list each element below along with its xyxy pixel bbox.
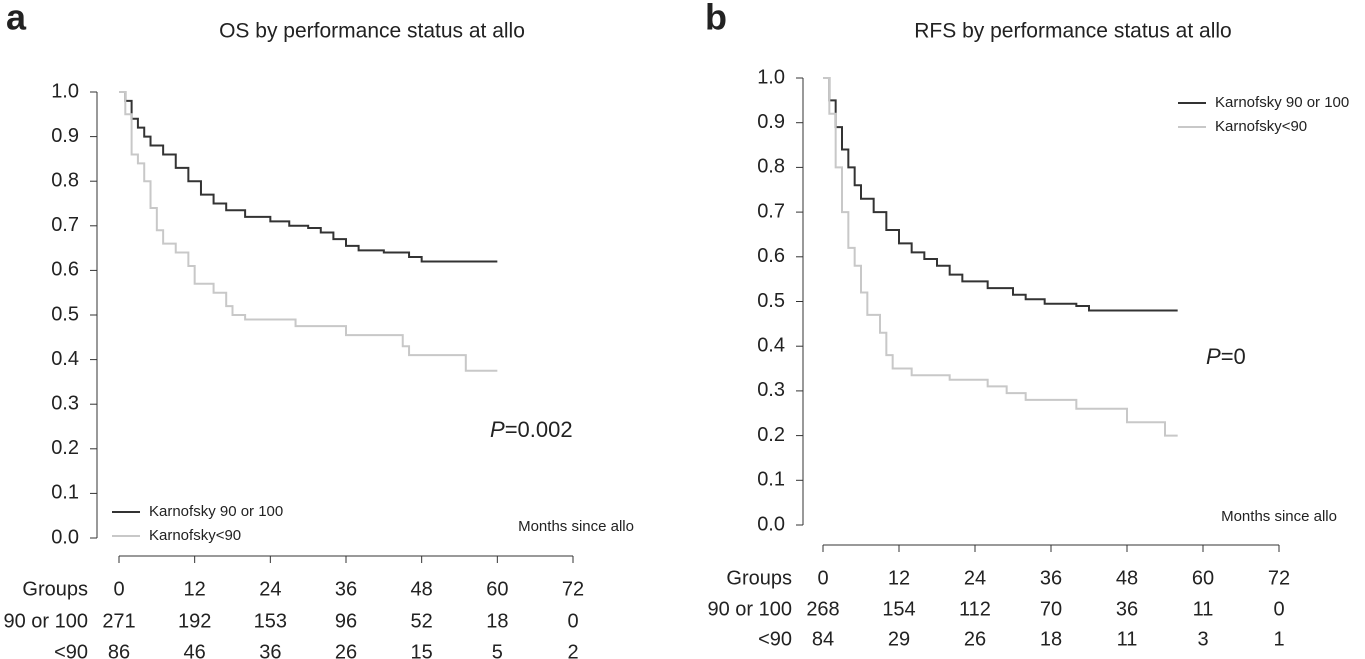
risk-count: 26 bbox=[964, 628, 986, 650]
legend-label: Karnofsky 90 or 100 bbox=[1215, 94, 1349, 111]
y-tick-label: 0.2 bbox=[757, 424, 785, 446]
p-symbol: P bbox=[1206, 344, 1221, 369]
y-tick-label: 0.5 bbox=[51, 303, 79, 325]
y-tick-label: 0.9 bbox=[51, 125, 79, 147]
risk-count: 192 bbox=[178, 610, 211, 632]
chart-title: RFS by performance status at allo bbox=[914, 20, 1231, 43]
x-tick-label: 12 bbox=[888, 567, 910, 589]
risk-count: 112 bbox=[959, 598, 991, 620]
y-tick-label: 0.1 bbox=[51, 482, 79, 504]
p-text: =0 bbox=[1221, 344, 1246, 369]
y-tick-label: 0.7 bbox=[757, 200, 785, 222]
survival-curve bbox=[823, 77, 1178, 437]
x-tick-label: 24 bbox=[259, 578, 281, 600]
y-tick-label: 0.8 bbox=[757, 156, 785, 178]
y-tick-label: 0.2 bbox=[51, 437, 79, 459]
y-tick-label: 0.3 bbox=[51, 392, 79, 414]
x-tick-label: 60 bbox=[486, 578, 508, 600]
y-tick-label: 0.6 bbox=[757, 245, 785, 267]
x-tick-label: 24 bbox=[964, 567, 986, 589]
risk-count: 36 bbox=[259, 641, 281, 659]
risk-count: 3 bbox=[1197, 628, 1208, 650]
risk-count: 268 bbox=[806, 598, 839, 620]
chart-title: OS by performance status at allo bbox=[219, 20, 525, 43]
panel-letter: b bbox=[705, 0, 727, 38]
y-tick-label: 0.9 bbox=[757, 111, 785, 133]
p-value: P=0.002 bbox=[490, 417, 573, 442]
y-tick-label: 0.4 bbox=[51, 348, 79, 370]
x-tick-label: 0 bbox=[817, 567, 828, 589]
risk-count: 86 bbox=[108, 641, 130, 659]
x-tick-label: 0 bbox=[113, 578, 124, 600]
y-tick-label: 0.7 bbox=[51, 214, 79, 236]
survival-curve bbox=[119, 91, 498, 372]
risk-count: 11 bbox=[1117, 628, 1138, 650]
y-tick-label: 0.8 bbox=[51, 169, 79, 191]
risk-count: 46 bbox=[184, 641, 206, 659]
x-tick-label: 48 bbox=[411, 578, 433, 600]
x-tick-label: 36 bbox=[335, 578, 357, 600]
risk-row-name: <90 bbox=[54, 641, 88, 659]
x-tick-label: 12 bbox=[184, 578, 206, 600]
y-tick-label: 0.0 bbox=[51, 526, 79, 548]
risk-count: 271 bbox=[102, 610, 135, 632]
risk-count: 2 bbox=[567, 641, 578, 659]
y-tick-label: 0.5 bbox=[757, 290, 785, 312]
x-tick-label: 36 bbox=[1040, 567, 1062, 589]
p-symbol: P bbox=[490, 417, 505, 442]
risk-count: 15 bbox=[411, 641, 433, 659]
p-text: =0.002 bbox=[505, 417, 573, 442]
y-tick-label: 0.4 bbox=[757, 334, 785, 356]
risk-count: 18 bbox=[486, 610, 508, 632]
risk-table-label: Groups bbox=[22, 578, 88, 600]
risk-count: 11 bbox=[1193, 598, 1214, 620]
risk-row-name: 90 or 100 bbox=[3, 610, 88, 632]
risk-count: 1 bbox=[1273, 628, 1284, 650]
x-tick-label: 48 bbox=[1116, 567, 1138, 589]
x-tick-label: 72 bbox=[562, 578, 584, 600]
risk-count: 70 bbox=[1040, 598, 1062, 620]
legend-label: Karnofsky<90 bbox=[1215, 118, 1307, 135]
y-tick-label: 0.3 bbox=[757, 379, 785, 401]
y-tick-label: 0.6 bbox=[51, 259, 79, 281]
risk-count: 84 bbox=[812, 628, 834, 650]
panel-letter: a bbox=[6, 0, 27, 38]
y-tick-label: 0.1 bbox=[757, 469, 785, 491]
risk-count: 52 bbox=[411, 610, 433, 632]
y-tick-label: 1.0 bbox=[757, 66, 785, 88]
risk-table-label: Groups bbox=[726, 567, 792, 589]
risk-count: 154 bbox=[882, 598, 915, 620]
risk-count: 0 bbox=[567, 610, 578, 632]
risk-count: 0 bbox=[1273, 598, 1284, 620]
risk-count: 18 bbox=[1040, 628, 1062, 650]
legend-label: Karnofsky<90 bbox=[149, 527, 241, 544]
survival-curve bbox=[119, 91, 498, 263]
risk-count: 29 bbox=[888, 628, 910, 650]
x-axis-label: Months since allo bbox=[518, 518, 634, 535]
y-tick-label: 0.0 bbox=[757, 513, 785, 535]
survival-curve bbox=[823, 77, 1178, 312]
x-tick-label: 60 bbox=[1192, 567, 1214, 589]
y-tick-label: 1.0 bbox=[51, 80, 79, 102]
risk-count: 153 bbox=[254, 610, 287, 632]
legend-label: Karnofsky 90 or 100 bbox=[149, 503, 283, 520]
risk-row-name: <90 bbox=[758, 628, 792, 650]
risk-count: 36 bbox=[1116, 598, 1138, 620]
risk-count: 5 bbox=[492, 641, 503, 659]
risk-count: 96 bbox=[335, 610, 357, 632]
x-tick-label: 72 bbox=[1268, 567, 1290, 589]
risk-count: 26 bbox=[335, 641, 357, 659]
x-axis-label: Months since allo bbox=[1221, 508, 1337, 525]
risk-row-name: 90 or 100 bbox=[707, 598, 792, 620]
p-value: P=0 bbox=[1206, 344, 1246, 369]
